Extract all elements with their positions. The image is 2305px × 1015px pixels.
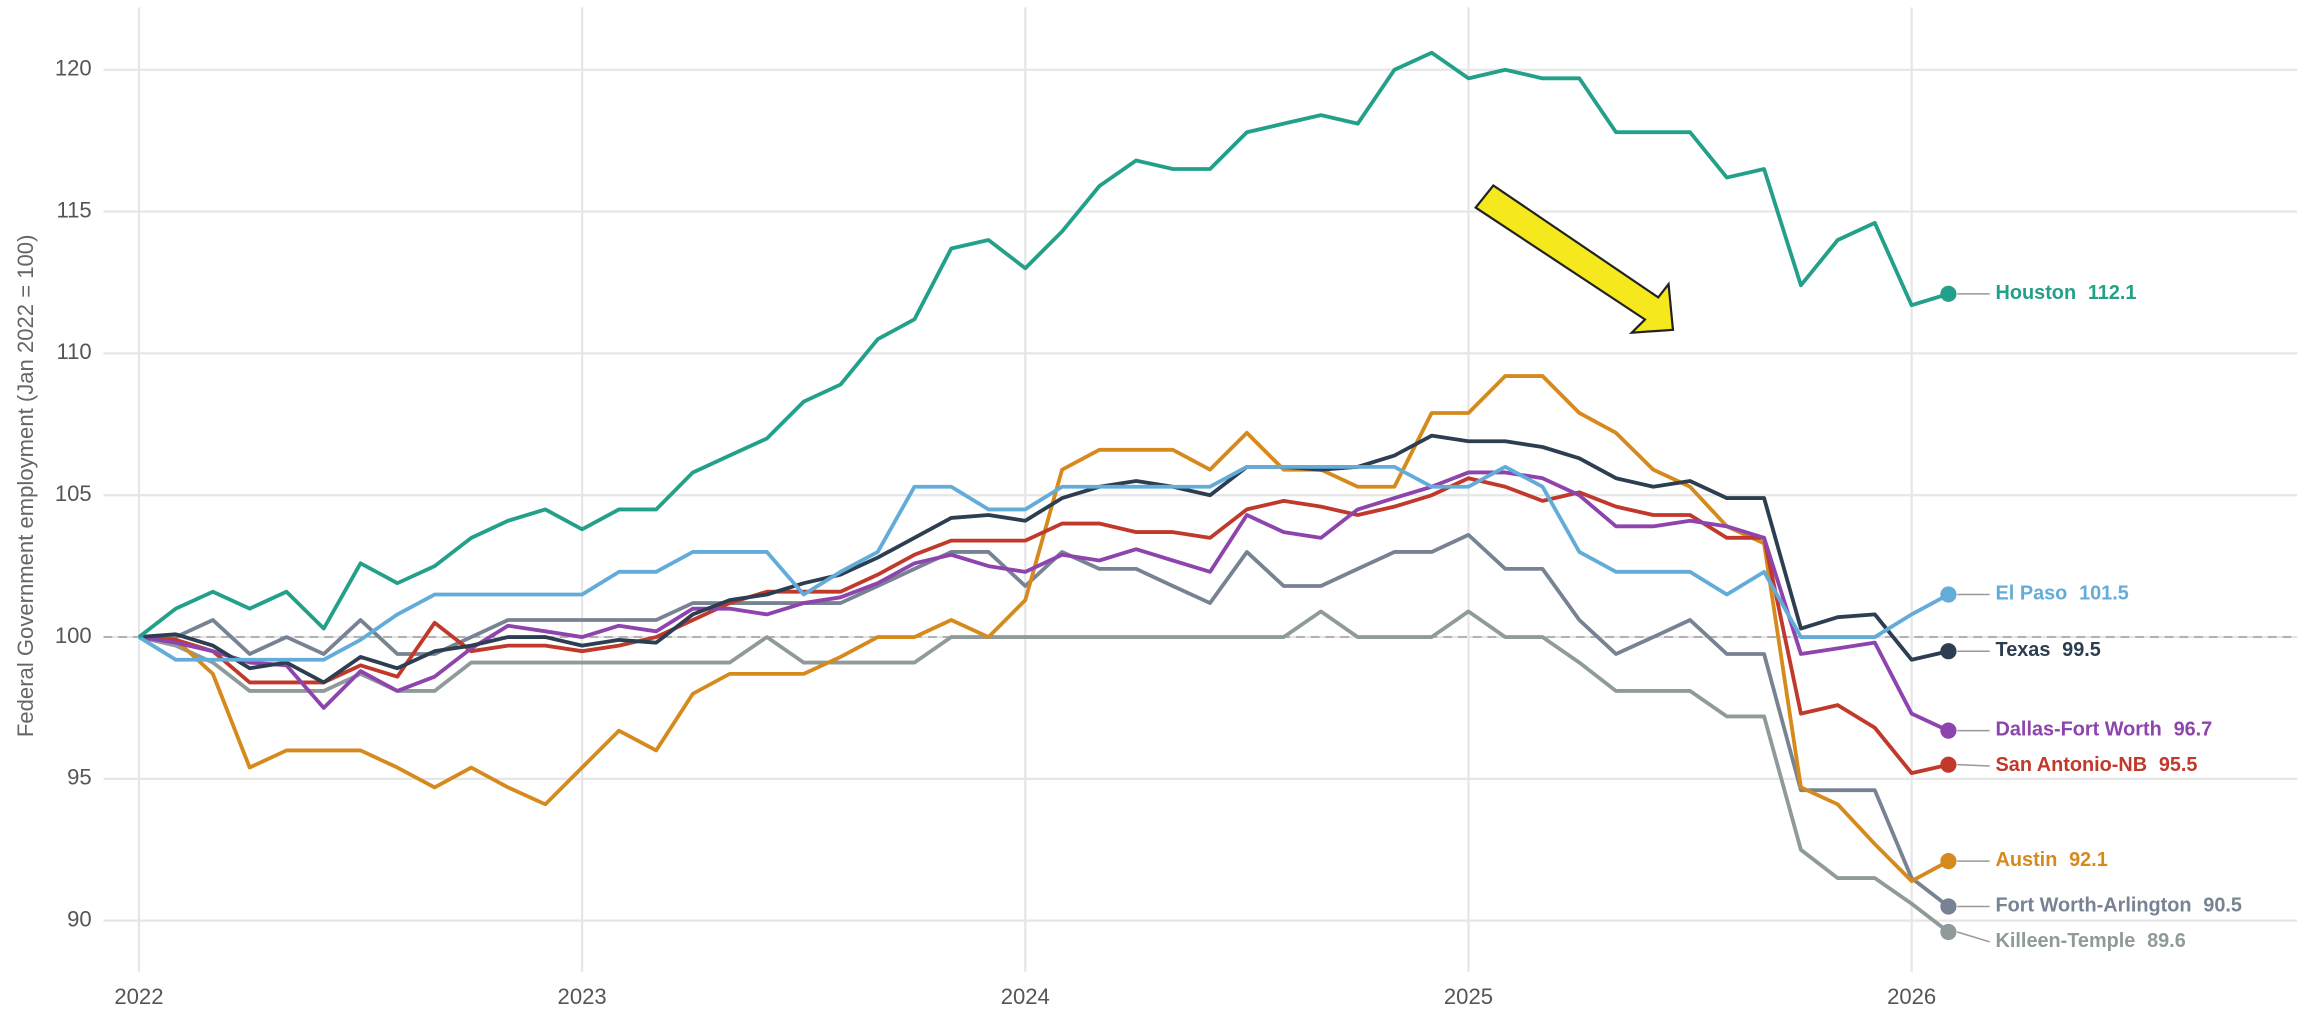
- series-name: Texas: [1996, 639, 2051, 661]
- annotation-arrow: [1474, 184, 1675, 335]
- series-name: Houston: [1996, 282, 2077, 304]
- series-value: 89.6: [2147, 930, 2186, 952]
- series-value: 99.5: [2062, 639, 2101, 661]
- series-line: [138, 476, 1949, 776]
- series-name: Austin: [1996, 849, 2058, 871]
- series-value: 90.5: [2203, 895, 2242, 917]
- series-name: El Paso: [1996, 583, 2068, 605]
- x-tick-label: 2022: [114, 984, 163, 1009]
- end-point: [1940, 923, 1957, 941]
- end-point: [1940, 853, 1957, 870]
- series-line: [137, 50, 1949, 639]
- y-tick-label: 120: [55, 56, 92, 81]
- y-tick-label: 105: [55, 481, 92, 506]
- end-point: [1940, 586, 1957, 603]
- y-tick-label: 90: [67, 906, 92, 931]
- end-point: [1940, 898, 1957, 915]
- end-label: Dallas-Fort Worth 96.7: [1996, 719, 2213, 741]
- series-value: 92.1: [2069, 849, 2108, 871]
- grid: 90 95 100 105 110 115 120 2022 2023 2024 2025 2026: [55, 7, 2298, 1009]
- end-label: Texas 99.5: [1996, 639, 2101, 661]
- end-labels: Houston 112.1 El Paso 101.5 Texas 99.5 Dallas-…: [1957, 282, 2242, 952]
- leader-line: [1957, 763, 1990, 767]
- y-axis-label: Federal Government employment (Jan 2022 …: [13, 235, 38, 738]
- series-name: San Antonio-NB: [1996, 754, 2148, 776]
- series-name: Dallas-Fort Worth: [1996, 719, 2162, 741]
- series-name: Killeen-Temple: [1996, 930, 2136, 952]
- series-value: 96.7: [2174, 719, 2213, 741]
- series-line: [137, 464, 1950, 662]
- end-point: [1940, 722, 1957, 739]
- x-tick-label: 2023: [558, 984, 607, 1009]
- end-label: San Antonio-NB 95.5: [1996, 754, 2198, 776]
- x-tick-label: 2024: [1001, 984, 1050, 1009]
- end-point: [1940, 285, 1957, 302]
- end-label: Houston 112.1: [1996, 282, 2137, 304]
- end-label: Austin 92.1: [1996, 849, 2108, 871]
- series-value: 112.1: [2088, 282, 2137, 304]
- series-name: Fort Worth-Arlington: [1996, 895, 2192, 917]
- series-value: 95.5: [2159, 754, 2198, 776]
- series-line: [138, 374, 1950, 883]
- series-line: [138, 609, 1950, 934]
- leader-line: [1957, 931, 1990, 943]
- x-tick-label: 2026: [1887, 984, 1936, 1009]
- y-tick-label: 115: [57, 197, 92, 222]
- lines: [137, 50, 1957, 941]
- end-label: Fort Worth-Arlington 90.5: [1996, 895, 2242, 917]
- series-line: [138, 532, 1950, 909]
- y-tick-label: 95: [67, 765, 92, 790]
- end-label: El Paso 101.5: [1996, 583, 2129, 605]
- end-point: [1940, 643, 1957, 660]
- series-line: [138, 433, 1949, 685]
- end-point: [1940, 756, 1957, 773]
- series-line: [138, 470, 1950, 733]
- x-tick-label: 2025: [1444, 984, 1493, 1009]
- series-value: 101.5: [2079, 583, 2129, 605]
- y-tick-label: 110: [57, 339, 92, 364]
- y-tick-label: 100: [55, 623, 92, 648]
- end-label: Killeen-Temple 89.6: [1996, 930, 2186, 952]
